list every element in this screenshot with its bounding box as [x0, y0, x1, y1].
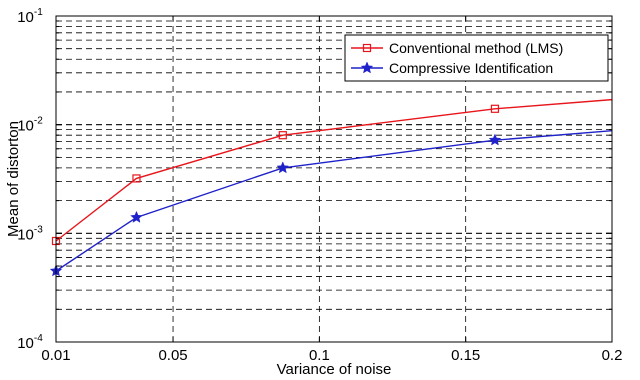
y-tick-base: 10	[17, 335, 34, 352]
y-tick-label: 10-3	[17, 224, 43, 243]
x-axis-label: Variance of noise	[277, 361, 392, 378]
legend-box	[344, 34, 609, 82]
y-tick-base: 10	[17, 9, 34, 26]
y-tick-base: 10	[17, 226, 34, 243]
axis-ticks	[55, 15, 613, 343]
x-tick-label: 0.01	[41, 347, 70, 364]
legend: Conventional method (LMS) Compressive Ide…	[344, 34, 609, 82]
tick-labels: 0.01 0.05 0.1 0.15 0.210-410-310-210-1	[17, 7, 622, 364]
y-axis-label: Mean of distorton	[5, 121, 22, 237]
y-tick-base: 10	[17, 118, 34, 135]
y-tick-label: 10-1	[17, 7, 43, 26]
y-tick-label: 10-4	[17, 333, 43, 352]
legend-marker	[360, 61, 374, 74]
legend-label: Conventional method (LMS)	[389, 40, 563, 56]
plot-series	[49, 98, 613, 277]
y-tick-exponent: -4	[34, 333, 43, 344]
x-tick-label: 0.15	[451, 347, 480, 364]
legend-label: Compressive Identification	[389, 60, 553, 76]
x-tick-label: 0.05	[158, 347, 187, 364]
plot-frame	[55, 15, 613, 343]
data-point	[488, 133, 502, 146]
y-tick-exponent: -2	[34, 116, 43, 127]
x-tick-label: 0.1	[309, 347, 330, 364]
y-tick-exponent: -1	[34, 7, 43, 18]
data-point	[132, 174, 141, 183]
y-tick-label: 10-2	[17, 116, 43, 135]
y-tick-exponent: -3	[34, 224, 43, 235]
data-point	[276, 161, 290, 174]
x-tick-label: 0.2	[602, 347, 623, 364]
data-point	[130, 210, 143, 223]
data-point	[278, 131, 287, 140]
legend-marker	[362, 43, 372, 53]
series-line	[55, 98, 613, 242]
data-point	[490, 104, 500, 113]
